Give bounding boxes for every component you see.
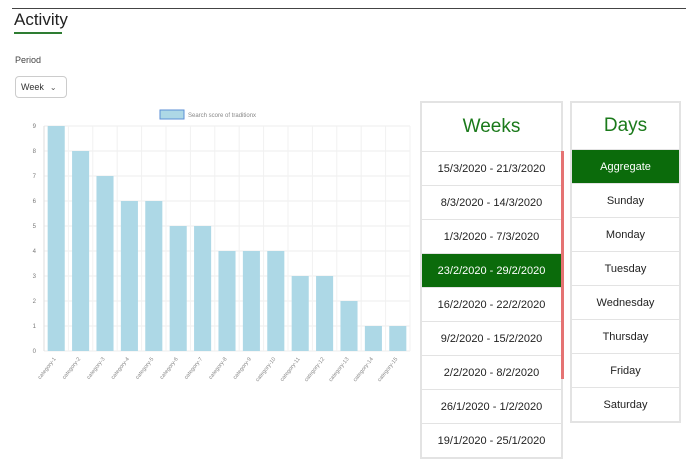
x-tick-label: category-10	[255, 357, 278, 384]
bar	[340, 301, 358, 351]
bar	[267, 251, 285, 351]
bar	[47, 126, 65, 351]
days-heading: Days	[571, 102, 680, 150]
y-tick-label: 5	[33, 224, 37, 230]
week-item[interactable]: 15/3/2020 - 21/3/2020	[421, 152, 562, 186]
day-item[interactable]: Saturday	[571, 388, 680, 422]
x-tick-label: category-5	[135, 357, 156, 381]
x-tick-label: category-1	[37, 357, 58, 381]
day-item[interactable]: Aggregate	[571, 150, 680, 184]
x-tick-label: category-9	[232, 357, 253, 381]
days-list: Aggregate Sunday Monday Tuesday Wednesday Thu…	[571, 150, 680, 422]
bar	[218, 251, 236, 351]
title-underline	[14, 32, 62, 34]
week-item[interactable]: 9/2/2020 - 15/2/2020	[421, 322, 562, 356]
x-tick-label: category-2	[61, 357, 82, 381]
bar	[169, 226, 187, 351]
bar	[120, 201, 138, 351]
day-item[interactable]: Wednesday	[571, 286, 680, 320]
bar	[96, 176, 114, 351]
y-tick-label: 1	[33, 324, 37, 330]
x-tick-label: category-7	[183, 357, 204, 381]
bar	[364, 326, 382, 351]
period-select-value: Week	[21, 82, 44, 92]
bar	[72, 151, 90, 351]
bar	[291, 276, 309, 351]
x-tick-label: category-15	[377, 357, 400, 384]
week-item[interactable]: 8/3/2020 - 14/3/2020	[421, 186, 562, 220]
week-item[interactable]: 26/1/2020 - 1/2/2020	[421, 390, 562, 424]
period-select[interactable]: Week ⌄	[15, 76, 67, 98]
y-tick-label: 2	[33, 299, 37, 305]
y-tick-label: 8	[33, 149, 37, 155]
page-title: Activity	[14, 10, 68, 29]
x-tick-label: category-14	[352, 357, 375, 384]
day-item[interactable]: Monday	[571, 218, 680, 252]
x-tick-label: category-6	[159, 357, 180, 381]
x-tick-label: category-12	[304, 357, 327, 384]
weeks-panel: Weeks 15/3/2020 - 21/3/2020 8/3/2020 - 14…	[420, 101, 563, 459]
bar	[145, 201, 163, 351]
day-item[interactable]: Sunday	[571, 184, 680, 218]
week-item[interactable]: 23/2/2020 - 29/2/2020	[421, 254, 562, 288]
y-tick-label: 4	[33, 249, 37, 255]
legend-label: Search score of traditionx	[188, 113, 256, 119]
weeks-scrollbar[interactable]	[561, 151, 564, 379]
day-item[interactable]: Tuesday	[571, 252, 680, 286]
header-divider	[12, 8, 686, 9]
day-item[interactable]: Thursday	[571, 320, 680, 354]
bar	[316, 276, 334, 351]
x-tick-label: category-13	[328, 357, 351, 384]
y-tick-label: 0	[33, 349, 37, 355]
week-item[interactable]: 19/1/2020 - 25/1/2020	[421, 424, 562, 458]
weeks-heading: Weeks	[421, 102, 562, 152]
x-tick-label: category-11	[279, 357, 301, 383]
y-tick-label: 7	[33, 174, 37, 180]
week-item[interactable]: 2/2/2020 - 8/2/2020	[421, 356, 562, 390]
legend-swatch	[159, 109, 185, 120]
bar	[242, 251, 260, 351]
x-tick-label: category-4	[110, 357, 131, 381]
weeks-list: 15/3/2020 - 21/3/2020 8/3/2020 - 14/3/202…	[421, 152, 562, 458]
x-tick-label: category-3	[86, 357, 107, 381]
y-tick-label: 9	[33, 124, 37, 130]
week-item[interactable]: 16/2/2020 - 22/2/2020	[421, 288, 562, 322]
bar	[389, 326, 407, 351]
chevron-down-icon: ⌄	[49, 82, 57, 92]
week-item[interactable]: 1/3/2020 - 7/3/2020	[421, 220, 562, 254]
y-tick-label: 3	[33, 274, 37, 280]
x-tick-label: category-8	[208, 357, 229, 381]
activity-bar-chart: Search score of traditionx 0 1 2 3 4 5 6 7 8 9 cate…	[33, 109, 411, 384]
y-tick-label: 6	[33, 199, 37, 205]
days-panel: Days Aggregate Sunday Monday Tuesday Wednesd…	[570, 101, 681, 423]
bar	[194, 226, 212, 351]
period-label: Period	[15, 55, 42, 65]
day-item[interactable]: Friday	[571, 354, 680, 388]
